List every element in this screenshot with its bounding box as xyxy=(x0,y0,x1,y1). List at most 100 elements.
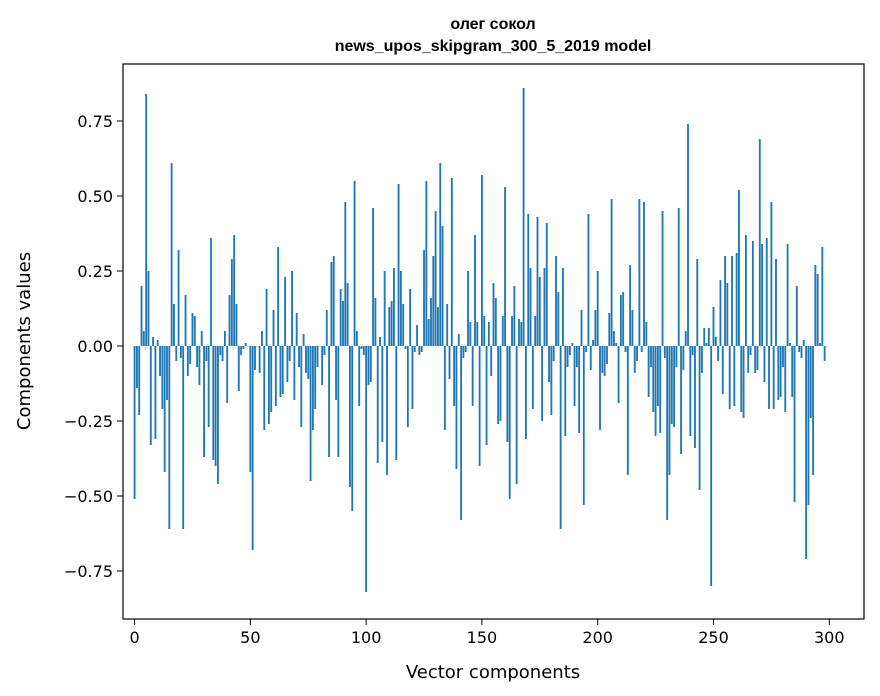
bar xyxy=(420,346,423,352)
bar xyxy=(399,271,402,346)
bar xyxy=(744,235,747,346)
bar xyxy=(390,301,393,346)
bar xyxy=(478,346,481,466)
bar xyxy=(323,346,326,355)
bar xyxy=(193,316,196,346)
bar xyxy=(191,313,194,346)
bar xyxy=(166,346,168,400)
bar xyxy=(731,256,733,346)
bar xyxy=(606,346,608,364)
bar xyxy=(545,223,548,346)
bar xyxy=(601,346,604,373)
y-axis: −0.75 −0.50 −0.25 0.00 0.25 0.50 0.75 xyxy=(64,112,123,581)
bar xyxy=(559,346,562,529)
bar xyxy=(258,346,261,373)
bar xyxy=(205,346,208,361)
bar xyxy=(147,271,150,346)
bar xyxy=(707,328,710,346)
bar xyxy=(457,334,460,346)
chart-title-line1: олег сокол xyxy=(450,16,535,33)
bar xyxy=(223,331,226,346)
bar xyxy=(379,337,381,346)
bar xyxy=(784,346,787,412)
bar xyxy=(742,346,745,418)
bar xyxy=(631,310,634,346)
bar xyxy=(700,346,703,373)
bar xyxy=(411,346,414,409)
y-tick-label: −0.25 xyxy=(64,412,113,431)
bar xyxy=(788,343,791,346)
bar xyxy=(485,346,488,445)
bar xyxy=(527,214,530,346)
bar xyxy=(629,265,632,346)
bar xyxy=(293,346,296,400)
x-tick-label: 200 xyxy=(582,628,613,647)
bar xyxy=(163,346,166,472)
bar xyxy=(272,310,275,346)
bar xyxy=(758,139,761,346)
bar xyxy=(793,346,796,502)
bar xyxy=(599,346,601,430)
bar xyxy=(430,298,432,346)
bar xyxy=(698,346,701,490)
bar xyxy=(786,244,789,346)
bar xyxy=(777,346,780,400)
bar xyxy=(140,286,143,346)
bar xyxy=(719,280,722,346)
bar xyxy=(353,181,356,346)
bar xyxy=(802,340,805,346)
bar xyxy=(254,346,256,370)
bar xyxy=(724,256,726,346)
bar xyxy=(492,283,495,346)
bar xyxy=(656,346,659,406)
bar xyxy=(471,346,474,406)
bar xyxy=(369,346,372,382)
bar xyxy=(386,346,388,475)
y-axis-label: Components values xyxy=(14,252,35,430)
bar xyxy=(513,286,516,346)
bar xyxy=(156,340,159,346)
bar xyxy=(314,346,317,409)
bar xyxy=(511,316,513,346)
bar xyxy=(622,292,625,346)
bar xyxy=(186,346,189,376)
bar xyxy=(791,346,794,397)
bar xyxy=(589,346,592,370)
bar xyxy=(406,346,409,427)
bar xyxy=(311,346,314,430)
bar xyxy=(603,346,606,376)
bar xyxy=(149,346,152,445)
y-tick-label: 0.25 xyxy=(77,262,113,281)
bar xyxy=(221,346,224,361)
bar xyxy=(330,262,333,346)
bar xyxy=(388,307,391,346)
bar xyxy=(161,346,164,409)
bar xyxy=(189,346,192,364)
bar xyxy=(423,250,425,346)
bar xyxy=(749,346,752,355)
bar xyxy=(670,346,673,424)
bar xyxy=(506,346,509,442)
bar xyxy=(555,256,557,346)
bar xyxy=(721,346,724,394)
bar xyxy=(798,346,801,352)
bar xyxy=(198,346,201,385)
bar xyxy=(666,346,669,520)
bars-group xyxy=(133,88,828,592)
bar xyxy=(557,292,560,346)
bar xyxy=(207,346,210,427)
bar xyxy=(474,235,476,346)
bar xyxy=(267,346,270,424)
bar xyxy=(543,268,546,346)
y-tick-label: 0.50 xyxy=(77,187,113,206)
bar xyxy=(712,307,715,346)
bar xyxy=(675,346,678,367)
bar xyxy=(580,310,583,346)
bar xyxy=(689,346,692,436)
bar xyxy=(300,346,303,427)
bar xyxy=(819,343,821,346)
bar xyxy=(816,274,819,346)
bar xyxy=(409,289,412,346)
bar xyxy=(439,163,442,346)
bar xyxy=(404,346,407,349)
